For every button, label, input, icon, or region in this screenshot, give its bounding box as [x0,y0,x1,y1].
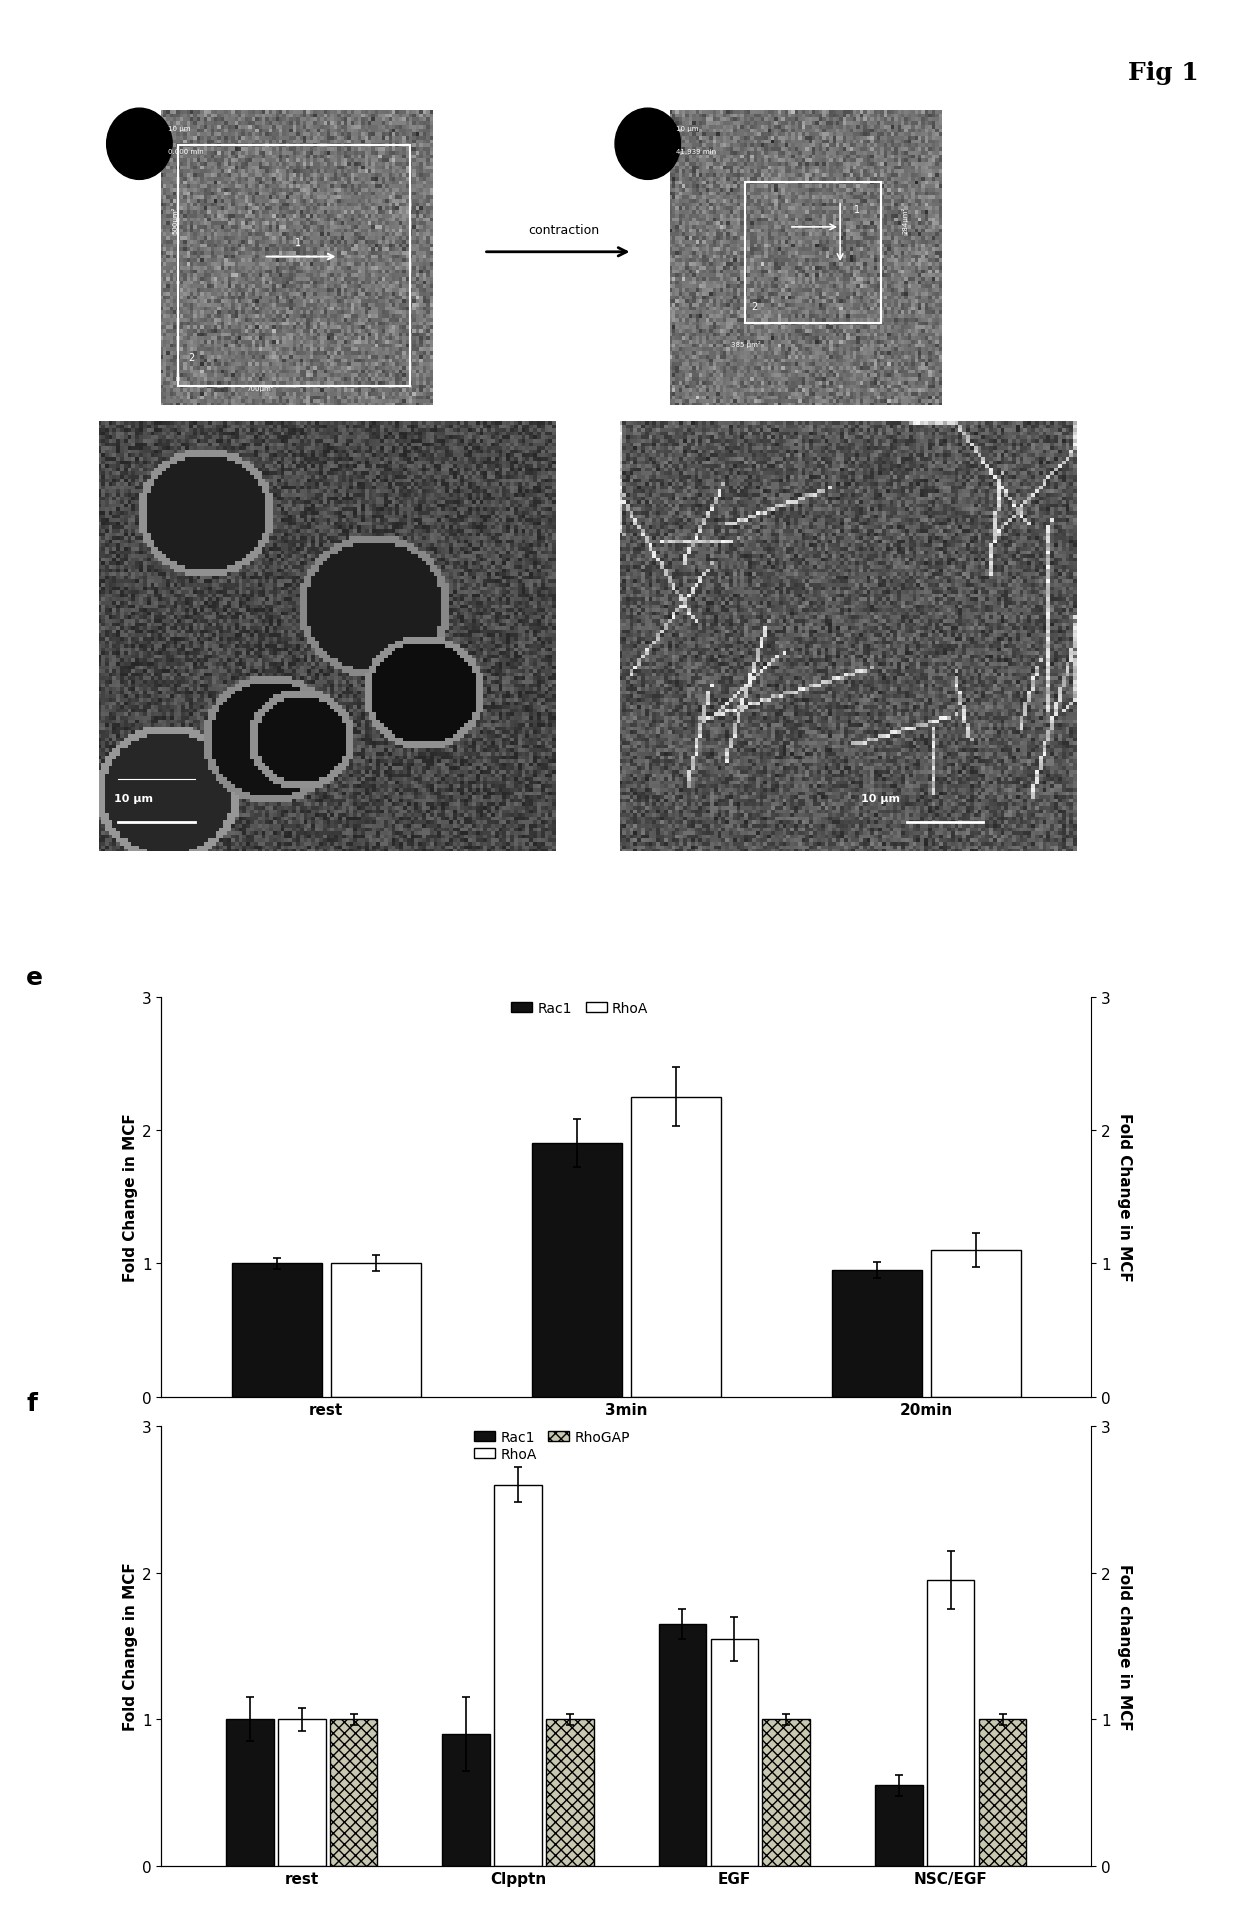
Text: 0.000 min: 0.000 min [169,149,203,155]
Bar [711,1638,758,1866]
Bar [495,1485,542,1866]
Y-axis label: Fold Change in MCF: Fold Change in MCF [1116,1112,1132,1280]
Bar [931,1250,1021,1397]
Text: 1: 1 [853,205,859,214]
Bar [763,1719,810,1866]
Text: 10 μm: 10 μm [169,126,191,132]
Circle shape [107,109,172,180]
Text: e: e [26,965,43,990]
Text: 1: 1 [295,239,300,249]
Circle shape [615,109,681,180]
Text: 2: 2 [751,300,758,312]
Bar [744,184,880,323]
Legend: Rac1, RhoA: Rac1, RhoA [506,995,653,1020]
Text: 284μm²: 284μm² [901,207,909,234]
Bar [532,1145,621,1397]
Bar [330,1719,377,1866]
Bar [226,1719,274,1866]
Text: 500μm²: 500μm² [171,207,179,234]
Text: 10 μm: 10 μm [861,794,900,804]
Text: 41.939 min: 41.939 min [677,149,717,155]
Bar [978,1719,1027,1866]
Bar [443,1734,490,1866]
Bar [546,1719,594,1866]
Text: 2: 2 [188,354,195,364]
Bar [179,145,410,387]
Bar [278,1719,326,1866]
Legend: Rac1, RhoA, RhoGAP: Rac1, RhoA, RhoGAP [469,1424,635,1466]
Text: f: f [26,1391,37,1414]
Text: Fig 1: Fig 1 [1128,61,1199,86]
Bar [832,1271,921,1397]
Bar [232,1263,321,1397]
Bar [875,1786,923,1866]
Y-axis label: Fold change in MCF: Fold change in MCF [1116,1564,1132,1730]
Y-axis label: Fold Change in MCF: Fold Change in MCF [123,1562,138,1730]
Bar [926,1581,975,1866]
Text: contraction: contraction [528,224,600,237]
Bar [658,1625,707,1866]
Y-axis label: Fold Change in MCF: Fold Change in MCF [123,1112,138,1280]
Bar [631,1097,720,1397]
Text: 10 μm: 10 μm [114,794,154,804]
Bar [331,1263,420,1397]
Text: 385 μm²: 385 μm² [732,341,760,348]
Text: 10 μm: 10 μm [677,126,699,132]
Text: 700μm²: 700μm² [247,385,274,392]
